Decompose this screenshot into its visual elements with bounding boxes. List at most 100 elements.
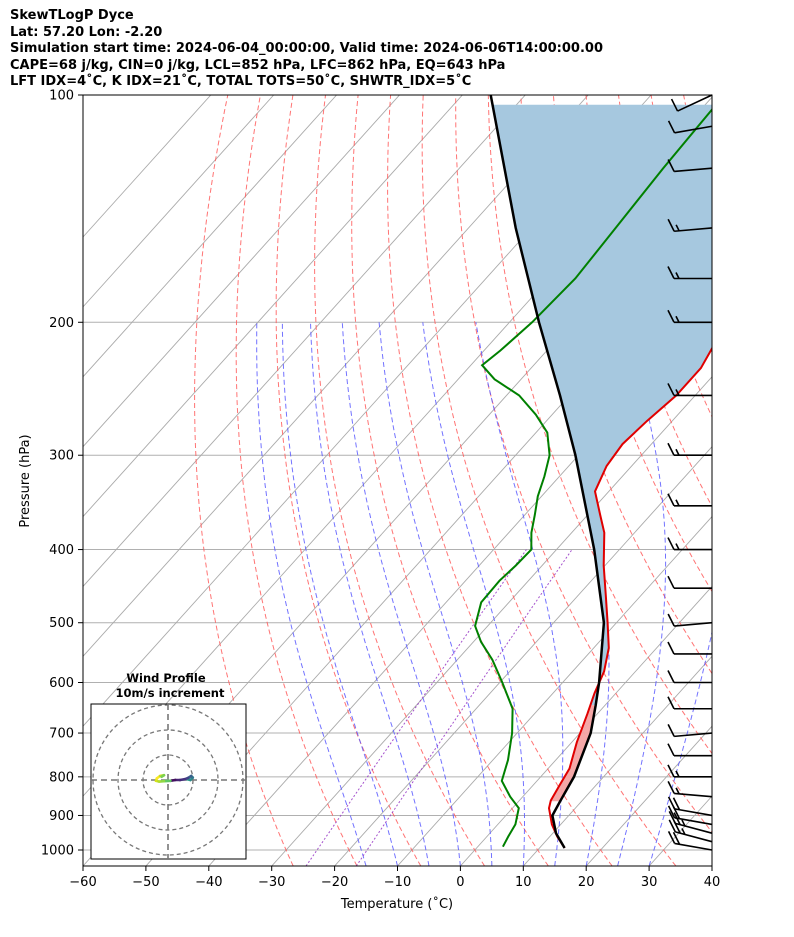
isotherm-line [83, 95, 526, 588]
dry-adiabat-line [487, 95, 712, 755]
wind-barb-staff [675, 822, 713, 834]
inset-plot [91, 704, 246, 859]
isotherm-line [460, 585, 712, 866]
dry-adiabat-line [194, 95, 294, 866]
wind-barb-half [675, 770, 680, 778]
reference-lines [83, 95, 794, 866]
dry-adiabat-line [749, 95, 794, 866]
isotherm-line [83, 95, 275, 308]
wind-barb-staff [674, 808, 713, 817]
wind-barb-half [675, 787, 680, 795]
wind-barb-half [681, 828, 686, 835]
wind-barb [667, 309, 712, 324]
cape-area [492, 104, 712, 706]
wind-barb [667, 266, 712, 280]
y-tick-label: 400 [49, 543, 74, 558]
wind-barb-flag [667, 670, 675, 683]
wind-barb [667, 575, 712, 589]
y-tick-label: 200 [49, 316, 74, 331]
wind-barb [667, 781, 713, 798]
wind-barb-flag [672, 831, 681, 845]
moist-adiabat-line [256, 322, 367, 866]
wind-barb-half [675, 448, 680, 456]
wind-barb [667, 120, 713, 134]
wind-barb-flag [667, 266, 675, 279]
wind-barb-flag [667, 641, 675, 655]
wind-barb-staff [674, 621, 713, 627]
wind-barb-flag [667, 575, 675, 589]
wind-barb-flag [667, 218, 675, 232]
dry-adiabat-line [781, 95, 794, 866]
dry-adiabat-line [387, 95, 613, 866]
isotherm-line [145, 236, 712, 866]
wind-barb-flag [667, 493, 675, 507]
wind-barb-half [675, 315, 680, 323]
dry-adiabat-line [716, 95, 794, 866]
dry-adiabat-line [314, 95, 485, 866]
wind-barb-flag [670, 98, 679, 112]
wind-barb-flag [667, 743, 675, 757]
header-indices-line: LFT IDX=4˚C, K IDX=21˚C, TOTAL TOTS=50˚C… [10, 74, 472, 89]
isotherm-line [397, 515, 712, 866]
dry-adiabat-line [351, 95, 549, 866]
x-tick-label: −20 [321, 875, 348, 890]
wind-barb [667, 831, 713, 851]
wind-barb-flag [667, 764, 675, 778]
x-tick-label: −50 [132, 875, 159, 890]
dry-adiabat-line [235, 95, 358, 866]
wind-barb-staff [674, 792, 713, 798]
moist-adiabat-line [475, 322, 564, 866]
wind-barb [667, 796, 713, 817]
y-tick-label: 700 [49, 727, 74, 742]
hodograph-segment [160, 773, 166, 779]
x-tick-label: −40 [195, 875, 222, 890]
inset-subtitle: 10m/s increment [116, 686, 225, 700]
y-tick-label: 900 [49, 809, 74, 824]
header-location: Lat: 57.20 Lon: -2.20 [10, 24, 163, 40]
axes: −60 −50 −40 −30 −20 −10 0 10 20 30 40 1000 900 800 700… [41, 89, 720, 891]
isotherm-line [271, 376, 712, 866]
y-tick-label: 100 [49, 89, 74, 104]
wind-barb-flag [667, 159, 675, 172]
wind-barb [667, 383, 712, 397]
wind-barb [667, 442, 712, 457]
wind-barb-staff [674, 125, 713, 134]
dewpoint-profile [474, 107, 712, 848]
wind-barb [667, 724, 713, 738]
mixing-ratio-line [305, 549, 527, 866]
inset-title: Wind Profile [126, 671, 206, 685]
isotherm-line [334, 445, 712, 866]
wind-barb-flag [667, 613, 675, 627]
moist-adiabat-line [341, 322, 461, 866]
wind-barb [667, 613, 713, 627]
isotherm-line [585, 725, 712, 866]
wind-barb-flag [667, 724, 675, 737]
wind-barb-half [681, 819, 686, 827]
wind-barb [667, 696, 712, 710]
x-tick-label: −10 [384, 875, 411, 890]
wind-barb-staff [677, 94, 713, 112]
isotherm-line [711, 865, 712, 866]
wind-barb-flag [667, 796, 676, 810]
header-station: SkewTLogP Dyce [10, 8, 134, 23]
dry-adiabat-line [421, 95, 677, 866]
wind-barb [667, 218, 713, 233]
x-tick-label: −60 [69, 875, 96, 890]
wind-profile-inset: Wind Profile 10m/s increment [90, 671, 247, 860]
wind-barb-half [675, 272, 680, 279]
wind-barb-flag [667, 805, 676, 819]
header-times: Simulation start time: 2024-06-04_00:00:… [10, 41, 603, 56]
wind-barb-half [675, 224, 680, 232]
profiles [474, 95, 712, 849]
wind-barb-flag [672, 797, 681, 811]
moist-adiabat-line [648, 630, 712, 866]
wind-barb-flag [667, 383, 675, 396]
y-tick-label: 800 [49, 770, 74, 785]
isotherm-line [83, 95, 400, 448]
dry-adiabat-line [275, 95, 422, 866]
y-tick-label: 500 [49, 616, 74, 631]
wind-barb [667, 159, 713, 173]
y-tick-label: 300 [49, 449, 74, 464]
x-tick-label: 40 [704, 875, 721, 890]
temperature-profile [547, 346, 712, 849]
